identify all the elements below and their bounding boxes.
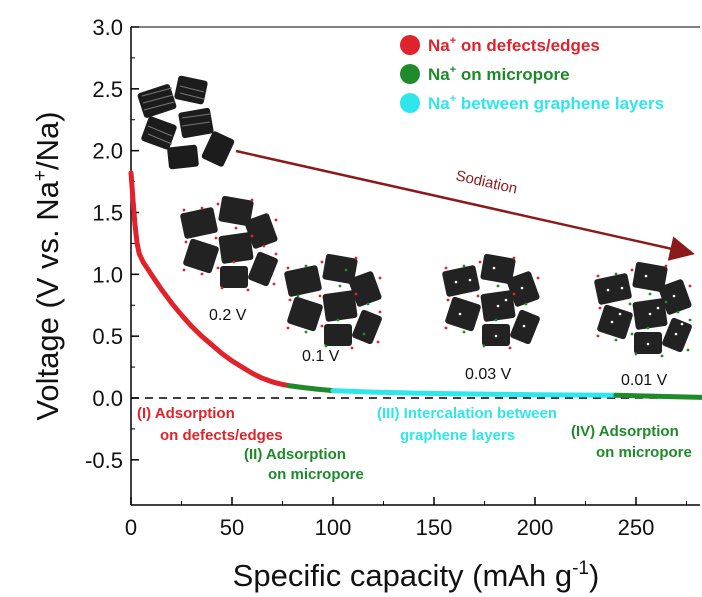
x-axis-title: Specific capacity (mAh g-1) [233, 558, 600, 593]
legend-item-micropore: Na+ on micropore [400, 64, 570, 84]
legend-marker-micropore [400, 64, 420, 84]
voltage-label-0.01v: 0.01 V [621, 372, 668, 389]
y-tick-label: 1.0 [92, 262, 123, 287]
x-tick-label: 100 [315, 515, 352, 540]
legend-item-graphene: Na+ between graphene layers [400, 93, 664, 113]
voltage-label-0.2v: 0.2 V [209, 307, 247, 324]
x-tick-label: 50 [220, 515, 244, 540]
region-annotation-3: (III) Intercalation between graphene lay… [377, 405, 561, 444]
series-line-3 [330, 388, 619, 398]
y-tick-label: 0.5 [92, 324, 123, 349]
legend-item-defects: Na+ on defects/edges [400, 35, 600, 55]
y-tick-label: 2.0 [92, 139, 123, 164]
y-ticks: -0.5 0.0 0.5 1.0 1.5 2.0 2.5 3.0 [85, 15, 139, 473]
x-ticks: 0 50 100 150 200 250 [125, 497, 687, 540]
x-tick-label: 250 [618, 515, 655, 540]
legend-label-graphene: Na+ between graphene layers [428, 93, 664, 113]
carbon-structure-0.2v-icon [180, 195, 278, 292]
sodiation-arrow [235, 149, 695, 261]
x-tick-label: 0 [125, 515, 137, 540]
x-tick-label: 150 [416, 515, 453, 540]
y-tick-label: 0.0 [92, 386, 123, 411]
region-annotation-4: (IV) Adsorption on micropore [571, 423, 692, 461]
series-line-2 [286, 383, 336, 394]
legend-label-micropore: Na+ on micropore [428, 64, 570, 84]
carbon-structure-0.1v-icon [284, 253, 382, 350]
legend-label-defects: Na+ on defects/edges [428, 35, 600, 55]
legend-marker-defects [400, 35, 420, 55]
y-tick-label: 2.5 [92, 77, 123, 102]
region-annotation-2: (II) Adsorption on micropore [244, 446, 364, 483]
carbon-structure-0.01v-icon [594, 261, 692, 358]
series-line-1 [128, 170, 292, 389]
data-series [128, 170, 702, 400]
y-tick-label: -0.5 [85, 448, 123, 473]
legend: Na+ on defects/edges Na+ on micropore Na… [400, 35, 664, 113]
series-line-4 [613, 392, 702, 400]
y-axis-title: Voltage (V vs. Na+/Na) [30, 111, 65, 420]
sodiation-label: Sodiation [454, 167, 519, 197]
region-annotation-1: (I) Adsorption on defects/edges [137, 405, 283, 444]
voltage-label-0.03v: 0.03 V [465, 366, 512, 383]
x-tick-label: 200 [517, 515, 554, 540]
y-tick-label: 1.5 [92, 201, 123, 226]
legend-marker-graphene [400, 93, 420, 113]
voltage-label-0.1v: 0.1 V [302, 348, 340, 365]
y-tick-label: 3.0 [92, 15, 123, 40]
carbon-structure-pristine-icon [137, 75, 235, 170]
carbon-structure-0.03v-icon [442, 253, 540, 350]
